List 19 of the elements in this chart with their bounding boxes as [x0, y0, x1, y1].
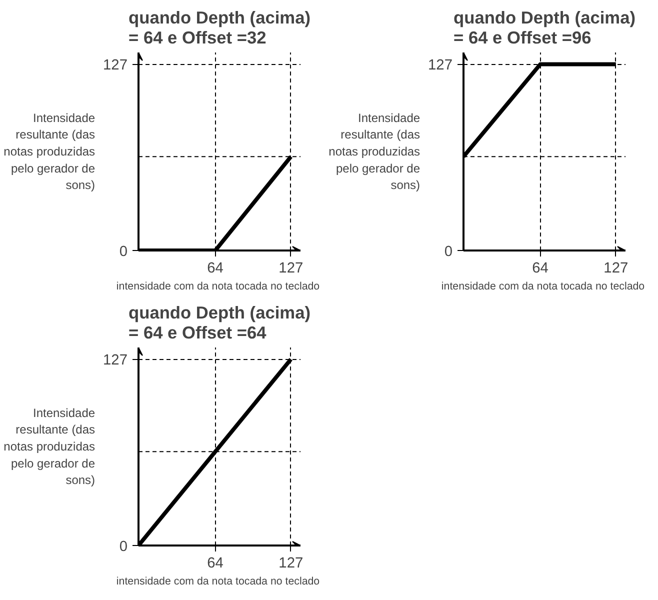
y-tick-label: 0	[444, 244, 453, 260]
y-tick-label: 0	[119, 244, 128, 260]
x-tick-label: 127	[604, 260, 628, 276]
y-tick-label: 0	[119, 539, 128, 555]
y-axis-title: Intensidade resultante (das notas produzidas pelo gerador de sons)	[4, 406, 96, 488]
x-tick-label: 64	[207, 260, 224, 276]
y-axis-title: Intensidade resultante (das notas produzidas pelo gerador de sons)	[4, 110, 96, 192]
x-axis-title: intensidade com da nota tocada no teclado	[441, 280, 645, 292]
x-axis-title: intensidade com da nota tocada no teclado	[116, 576, 320, 588]
chart-title: quando Depth (acima) = 64 e Offset =96	[454, 8, 636, 48]
x-tick-label: 64	[207, 556, 224, 572]
x-tick-label: 64	[532, 260, 548, 276]
chart-title: quando Depth (acima) = 64 e Offset =32	[128, 8, 310, 48]
y-tick-label: 127	[103, 352, 128, 369]
y-axis-title: Intensidade resultante (das notas produzidas pelo gerador de sons)	[328, 110, 420, 192]
y-tick-label: 127	[103, 58, 128, 74]
chart-title: quando Depth (acima) = 64 e Offset =64	[128, 302, 310, 342]
x-tick-label: 127	[278, 260, 304, 276]
x-axis-title: intensidade com da nota tocada no teclado	[116, 280, 320, 292]
